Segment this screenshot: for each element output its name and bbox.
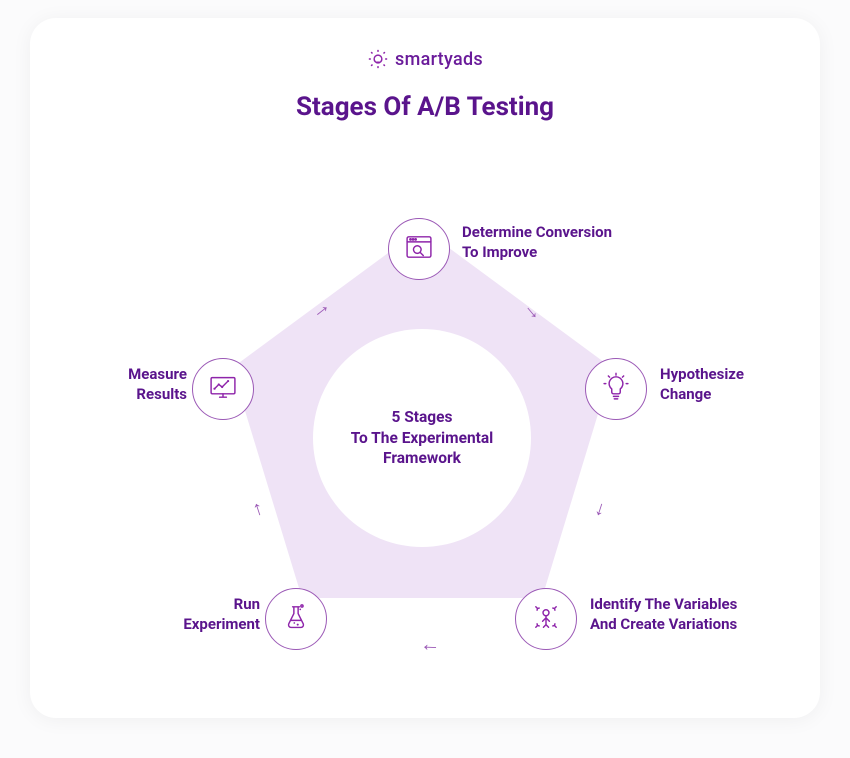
chart-monitor-icon [206,370,240,408]
stage-label-measure: Measure Results [92,365,187,404]
stage-label-hypothesize: Hypothesize Change [660,365,744,404]
person-arrows-icon [529,600,563,638]
stage-node-run [265,588,327,650]
infographic-card: smartyads Stages Of A/B Testing 5 Stages… [30,18,820,718]
stage-node-hypothesize [585,358,647,420]
stage-node-identify [515,588,577,650]
diagram-stage: 5 Stages To The Experimental Framework →… [30,18,820,718]
stage-label-identify: Identify The Variables And Create Variat… [590,595,737,634]
lightbulb-icon [599,370,633,408]
browser-magnify-icon [402,230,436,268]
center-circle: 5 Stages To The Experimental Framework [313,329,531,547]
flask-icon [279,600,313,638]
cycle-arrow: → [420,638,441,664]
stage-node-determine [388,218,450,280]
stage-label-run: Run Experiment [170,595,260,634]
center-text: 5 Stages To The Experimental Framework [351,407,494,470]
stage-node-measure [192,358,254,420]
stage-label-determine: Determine Conversion To Improve [462,223,612,262]
